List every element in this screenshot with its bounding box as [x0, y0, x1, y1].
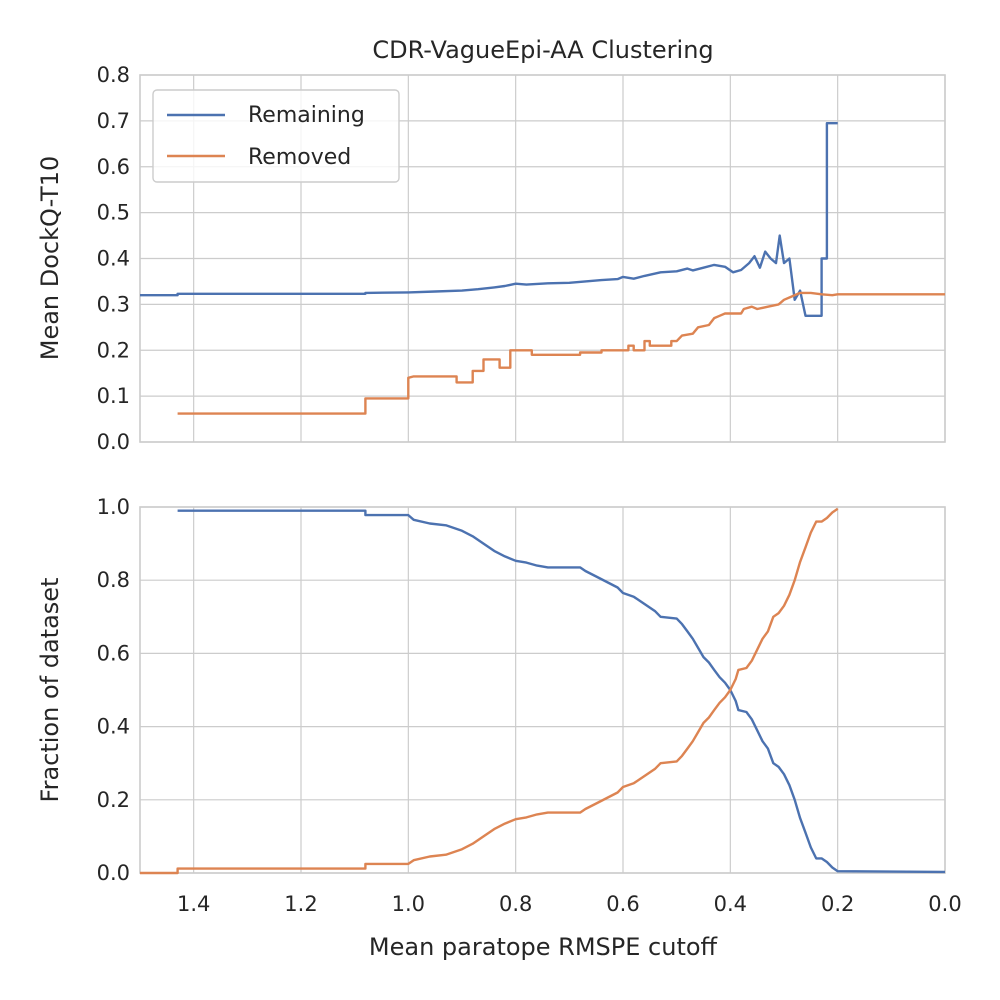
y-tick-label: 0.0 [97, 430, 130, 454]
y-tick-label: 0.1 [97, 384, 130, 408]
y-tick-label: 0.2 [97, 788, 130, 812]
y-tick-label: 0.8 [97, 63, 130, 87]
y-tick-label: 0.6 [97, 641, 130, 665]
bottom-panel-y-tick-labels: 0.0 0.2 0.4 0.6 0.8 1.0 [97, 495, 130, 885]
x-tick-label: 0.6 [606, 892, 639, 916]
bottom-y-axis-label: Fraction of dataset [36, 578, 64, 803]
series-line-remaining [140, 122, 838, 317]
x-axis-label: Mean paratope RMSPE cutoff [369, 933, 718, 961]
y-tick-label: 0.7 [97, 109, 130, 133]
y-tick-label: 0.4 [97, 247, 130, 271]
x-tick-label: 0.0 [928, 892, 961, 916]
x-tick-label: 1.4 [177, 892, 210, 916]
bottom-panel-frame [139, 506, 946, 874]
legend: Remaining Removed [152, 89, 400, 183]
y-tick-label: 0.3 [97, 292, 130, 316]
x-tick-label: 1.2 [284, 892, 317, 916]
series-line-remaining [177, 509, 946, 874]
top-panel-frame [139, 74, 946, 443]
y-tick-label: 0.2 [97, 338, 130, 362]
legend-label-remaining: Remaining [248, 103, 365, 128]
series-line-removed [177, 291, 945, 415]
x-tick-label: 0.8 [499, 892, 532, 916]
bottom-panel: 0.0 0.2 0.4 0.6 0.8 1.0 1.4 1.2 1.0 0.8 0.6 0.4 0.2… [97, 495, 962, 916]
top-panel-y-tick-labels: 0.0 0.1 0.2 0.3 0.4 0.5 0.6 0.7 0.8 [97, 63, 130, 454]
y-tick-label: 0.0 [97, 861, 130, 885]
chart-title: CDR-VagueEpi-AA Clustering [372, 36, 713, 64]
top-panel: 0.0 0.1 0.2 0.3 0.4 0.5 0.6 0.7 0.8 Remaining Re… [97, 63, 946, 454]
x-tick-label: 0.2 [821, 892, 854, 916]
y-tick-label: 0.4 [97, 715, 130, 739]
top-y-axis-label: Mean DockQ-T10 [36, 156, 64, 361]
y-tick-label: 0.6 [97, 155, 130, 179]
top-panel-series [140, 122, 945, 415]
series-line-removed [140, 507, 839, 875]
x-tick-label: 0.4 [714, 892, 747, 916]
y-tick-label: 1.0 [97, 495, 130, 519]
legend-label-removed: Removed [248, 145, 351, 170]
x-tick-label: 1.0 [392, 892, 425, 916]
y-tick-label: 0.8 [97, 568, 130, 592]
legend-box [152, 89, 400, 183]
bottom-panel-series [140, 507, 946, 875]
bottom-panel-x-tick-labels: 1.4 1.2 1.0 0.8 0.6 0.4 0.2 0.0 [177, 892, 962, 916]
y-tick-label: 0.5 [97, 201, 130, 225]
